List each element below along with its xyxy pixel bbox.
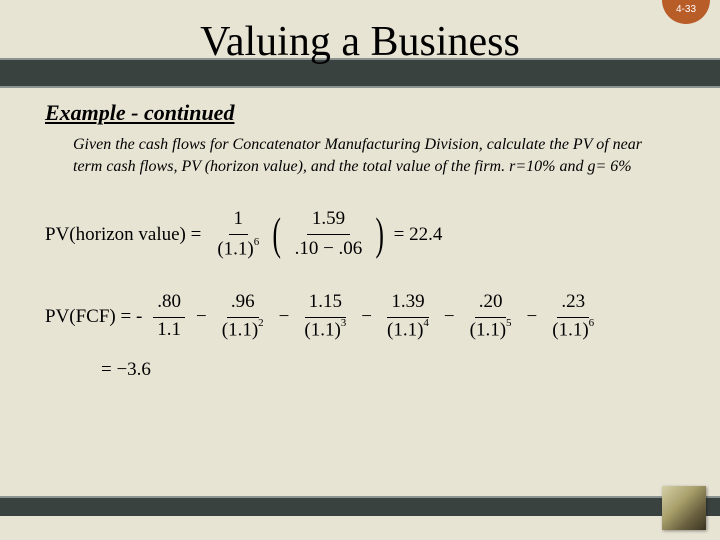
eq2-t4-num: 1.39 <box>387 290 428 318</box>
eq2-t2-base: (1.1) <box>222 319 258 340</box>
eq2-t6-exp: 6 <box>589 317 595 329</box>
eq2-term5: .20 (1.1)5 <box>466 290 516 345</box>
eq1-f1-den-exp: 6 <box>254 236 260 248</box>
eq2-t1-num: .80 <box>153 290 185 318</box>
eq2-t3-num: 1.15 <box>305 290 346 318</box>
eq1-paren-group: 1.59 .10 − .06 <box>269 207 387 261</box>
problem-statement: Given the cash flows for Concatenator Ma… <box>73 134 675 177</box>
subtitle: Example - continued <box>45 100 675 126</box>
eq2-t2-num: .96 <box>227 290 259 318</box>
eq2-t2-den: (1.1)2 <box>218 318 268 345</box>
eq2-term4: 1.39 (1.1)4 <box>383 290 433 345</box>
eq1-f2-num: 1.59 <box>307 207 350 235</box>
eq2-t4-exp: 4 <box>423 317 429 329</box>
minus-icon: − <box>196 306 207 328</box>
eq2-t5-exp: 5 <box>506 317 512 329</box>
content-area: Example - continued Given the cash flows… <box>45 100 675 381</box>
eq2-label: PV(FCF) = - <box>45 306 142 328</box>
eq2-t6-den: (1.1)6 <box>548 318 598 345</box>
minus-icon: − <box>361 306 372 328</box>
formula-area: PV(horizon value) = 1 (1.1)6 1.59 .10 − … <box>45 207 675 380</box>
eq2-term1: .80 1.1 <box>153 290 185 344</box>
eq2-t1-den: 1.1 <box>153 318 185 345</box>
eq1-fraction-2: 1.59 .10 − .06 <box>290 207 368 261</box>
decorative-corner-image <box>662 486 706 530</box>
equation-pv-fcf: PV(FCF) = - .80 1.1 − .96 (1.1)2 − 1.15 … <box>45 290 675 345</box>
eq2-t2-exp: 2 <box>258 317 264 329</box>
eq2-t3-exp: 3 <box>341 317 347 329</box>
eq1-f1-den: (1.1)6 <box>212 235 264 262</box>
eq2-t3-den: (1.1)3 <box>300 318 350 345</box>
eq2-term3: 1.15 (1.1)3 <box>300 290 350 345</box>
slide-title: Valuing a Business <box>0 18 720 66</box>
minus-icon: − <box>444 306 455 328</box>
minus-icon: − <box>527 306 538 328</box>
eq2-term6: .23 (1.1)6 <box>548 290 598 345</box>
eq2-t5-den: (1.1)5 <box>466 318 516 345</box>
eq2-t4-den: (1.1)4 <box>383 318 433 345</box>
eq2-term2: .96 (1.1)2 <box>218 290 268 345</box>
eq2-t5-num: .20 <box>475 290 507 318</box>
eq1-f2-den: .10 − .06 <box>290 235 368 262</box>
equation-horizon-value: PV(horizon value) = 1 (1.1)6 1.59 .10 − … <box>45 207 675 262</box>
eq2-t5-base: (1.1) <box>470 319 506 340</box>
eq1-result: = 22.4 <box>394 224 443 246</box>
eq1-fraction-1: 1 (1.1)6 <box>212 207 264 262</box>
eq1-f1-den-base: (1.1) <box>217 238 253 259</box>
eq2-t3-base: (1.1) <box>304 319 340 340</box>
footer-band <box>0 496 720 516</box>
minus-icon: − <box>279 306 290 328</box>
eq1-f1-num: 1 <box>229 207 249 235</box>
eq2-t6-base: (1.1) <box>552 319 588 340</box>
equation-result: = −3.6 <box>101 359 675 381</box>
eq2-t6-num: .23 <box>557 290 589 318</box>
eq2-t4-base: (1.1) <box>387 319 423 340</box>
eq1-label: PV(horizon value) = <box>45 224 201 246</box>
